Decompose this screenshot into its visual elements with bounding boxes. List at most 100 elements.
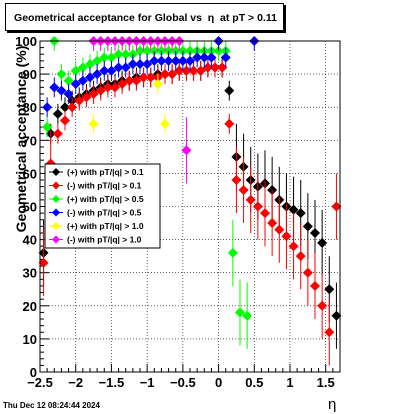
data-point [70, 79, 81, 90]
data-point [156, 55, 167, 66]
data-point [174, 65, 185, 76]
data-point [74, 95, 85, 106]
data-point [113, 62, 124, 73]
data-point [77, 75, 88, 86]
x-tick-label: −1 [140, 375, 155, 390]
x-tick-label: 1 [286, 375, 293, 390]
data-point [92, 55, 103, 66]
data-point [38, 257, 49, 268]
x-tick-label: −1.5 [99, 375, 125, 390]
data-point [267, 218, 278, 229]
x-axis-label: η [328, 396, 337, 413]
data-point [231, 175, 242, 186]
data-point [317, 237, 328, 248]
data-point [99, 52, 110, 63]
data-point [142, 59, 153, 70]
data-point [60, 102, 70, 113]
data-point [77, 62, 88, 73]
data-point [281, 231, 292, 242]
data-point [163, 55, 174, 66]
data-point [117, 79, 128, 90]
y-tick-label: 70 [23, 133, 37, 148]
data-point [81, 92, 92, 103]
data-point [60, 115, 70, 126]
data-point [302, 267, 313, 278]
legend-entry: (+) with pT/|q| > 0.5 [67, 194, 144, 204]
legend-marker [52, 181, 60, 190]
data-point [88, 88, 99, 99]
data-point [188, 65, 199, 76]
data-point [195, 65, 206, 76]
data-point [85, 59, 95, 70]
data-point [252, 201, 263, 212]
legend-entry: (-) with pT/|q| > 0.1 [67, 181, 142, 191]
y-tick-label: 80 [23, 100, 37, 115]
data-point [88, 118, 99, 129]
data-point [331, 201, 342, 212]
data-point [245, 194, 256, 205]
data-point [217, 62, 228, 73]
legend-marker [52, 195, 60, 203]
data-point [142, 45, 153, 56]
data-point [135, 59, 145, 70]
data-point [63, 75, 74, 86]
data-point [210, 62, 220, 73]
data-point [167, 69, 178, 80]
data-point [138, 72, 149, 83]
data-point [331, 310, 342, 321]
y-tick-label: 0 [30, 365, 37, 380]
data-point [52, 108, 63, 119]
data-point [185, 55, 195, 66]
data-point [224, 85, 235, 96]
data-point [70, 65, 81, 76]
data-point [120, 49, 131, 60]
data-point [63, 88, 74, 99]
data-point [295, 251, 306, 262]
legend-entry: (+) with pT/|q| > 1.0 [67, 221, 144, 231]
data-point [110, 82, 120, 93]
data-point [288, 241, 299, 252]
x-tick-label: −2 [68, 375, 83, 390]
x-tick-label: −2.5 [27, 375, 53, 390]
data-point [160, 69, 170, 80]
data-point [324, 284, 335, 295]
data-point [152, 79, 163, 90]
data-point [206, 52, 217, 63]
x-tick-label: 1.5 [317, 375, 335, 390]
y-tick-label: 60 [23, 166, 37, 181]
data-point [202, 62, 213, 73]
legend-entry: (+) with pT/|q| > 0.1 [67, 167, 144, 177]
data-point [135, 45, 145, 56]
y-tick-label: 30 [23, 266, 37, 281]
data-point [67, 102, 78, 113]
data-point [181, 65, 192, 76]
chart-title: Geometrical acceptance for Global vs η a… [14, 12, 277, 24]
data-point [120, 62, 131, 73]
data-point [42, 102, 53, 113]
y-tick-label: 90 [23, 67, 37, 82]
data-point [235, 307, 245, 318]
data-point [160, 118, 170, 129]
data-point [170, 55, 181, 66]
plot-frame [39, 40, 341, 373]
y-tick-label: 20 [23, 299, 37, 314]
data-point [295, 208, 306, 219]
data-point [113, 49, 124, 60]
data-point [95, 85, 106, 96]
data-point [149, 55, 160, 66]
data-point [199, 52, 210, 63]
data-point [260, 208, 270, 219]
y-tick-label: 50 [23, 200, 37, 215]
legend-marker [52, 208, 60, 217]
x-tick-label: −0.5 [170, 375, 196, 390]
data-point [131, 75, 142, 86]
data-point [220, 52, 231, 63]
data-point [224, 118, 235, 129]
title-box: Geometrical acceptance for Global vs η a… [5, 3, 284, 31]
x-tick-label: 0.5 [245, 375, 263, 390]
data-point [106, 65, 117, 76]
data-point [52, 128, 63, 139]
legend-marker [52, 222, 60, 230]
